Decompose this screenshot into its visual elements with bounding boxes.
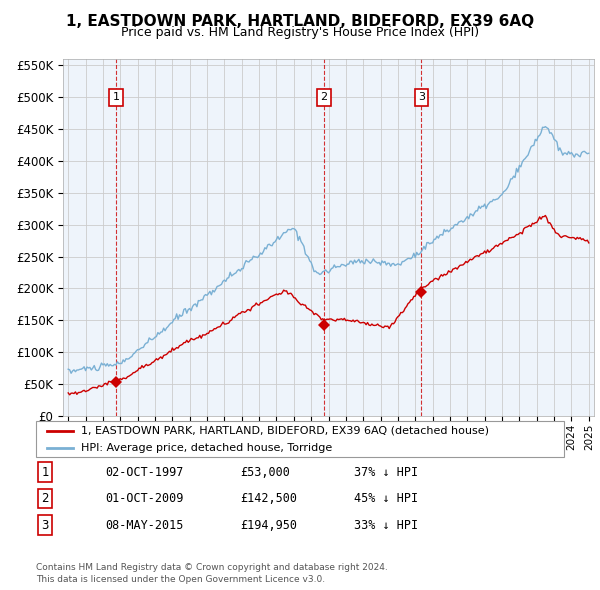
Text: 01-OCT-2009: 01-OCT-2009 — [105, 492, 184, 505]
Text: 2: 2 — [320, 92, 328, 102]
Text: 1: 1 — [41, 466, 49, 478]
Text: 02-OCT-1997: 02-OCT-1997 — [105, 466, 184, 478]
Text: This data is licensed under the Open Government Licence v3.0.: This data is licensed under the Open Gov… — [36, 575, 325, 584]
Text: £142,500: £142,500 — [240, 492, 297, 505]
Text: Contains HM Land Registry data © Crown copyright and database right 2024.: Contains HM Land Registry data © Crown c… — [36, 563, 388, 572]
Text: £53,000: £53,000 — [240, 466, 290, 478]
Text: 33% ↓ HPI: 33% ↓ HPI — [354, 519, 418, 532]
Text: 1, EASTDOWN PARK, HARTLAND, BIDEFORD, EX39 6AQ (detached house): 1, EASTDOWN PARK, HARTLAND, BIDEFORD, EX… — [81, 426, 489, 436]
Text: 08-MAY-2015: 08-MAY-2015 — [105, 519, 184, 532]
Text: Price paid vs. HM Land Registry's House Price Index (HPI): Price paid vs. HM Land Registry's House … — [121, 26, 479, 39]
Text: 1: 1 — [112, 92, 119, 102]
Text: 45% ↓ HPI: 45% ↓ HPI — [354, 492, 418, 505]
Text: 2: 2 — [41, 492, 49, 505]
FancyBboxPatch shape — [36, 421, 564, 457]
Text: 3: 3 — [41, 519, 49, 532]
Text: £194,950: £194,950 — [240, 519, 297, 532]
Text: HPI: Average price, detached house, Torridge: HPI: Average price, detached house, Torr… — [81, 443, 332, 453]
Text: 37% ↓ HPI: 37% ↓ HPI — [354, 466, 418, 478]
Text: 3: 3 — [418, 92, 425, 102]
Text: 1, EASTDOWN PARK, HARTLAND, BIDEFORD, EX39 6AQ: 1, EASTDOWN PARK, HARTLAND, BIDEFORD, EX… — [66, 14, 534, 29]
